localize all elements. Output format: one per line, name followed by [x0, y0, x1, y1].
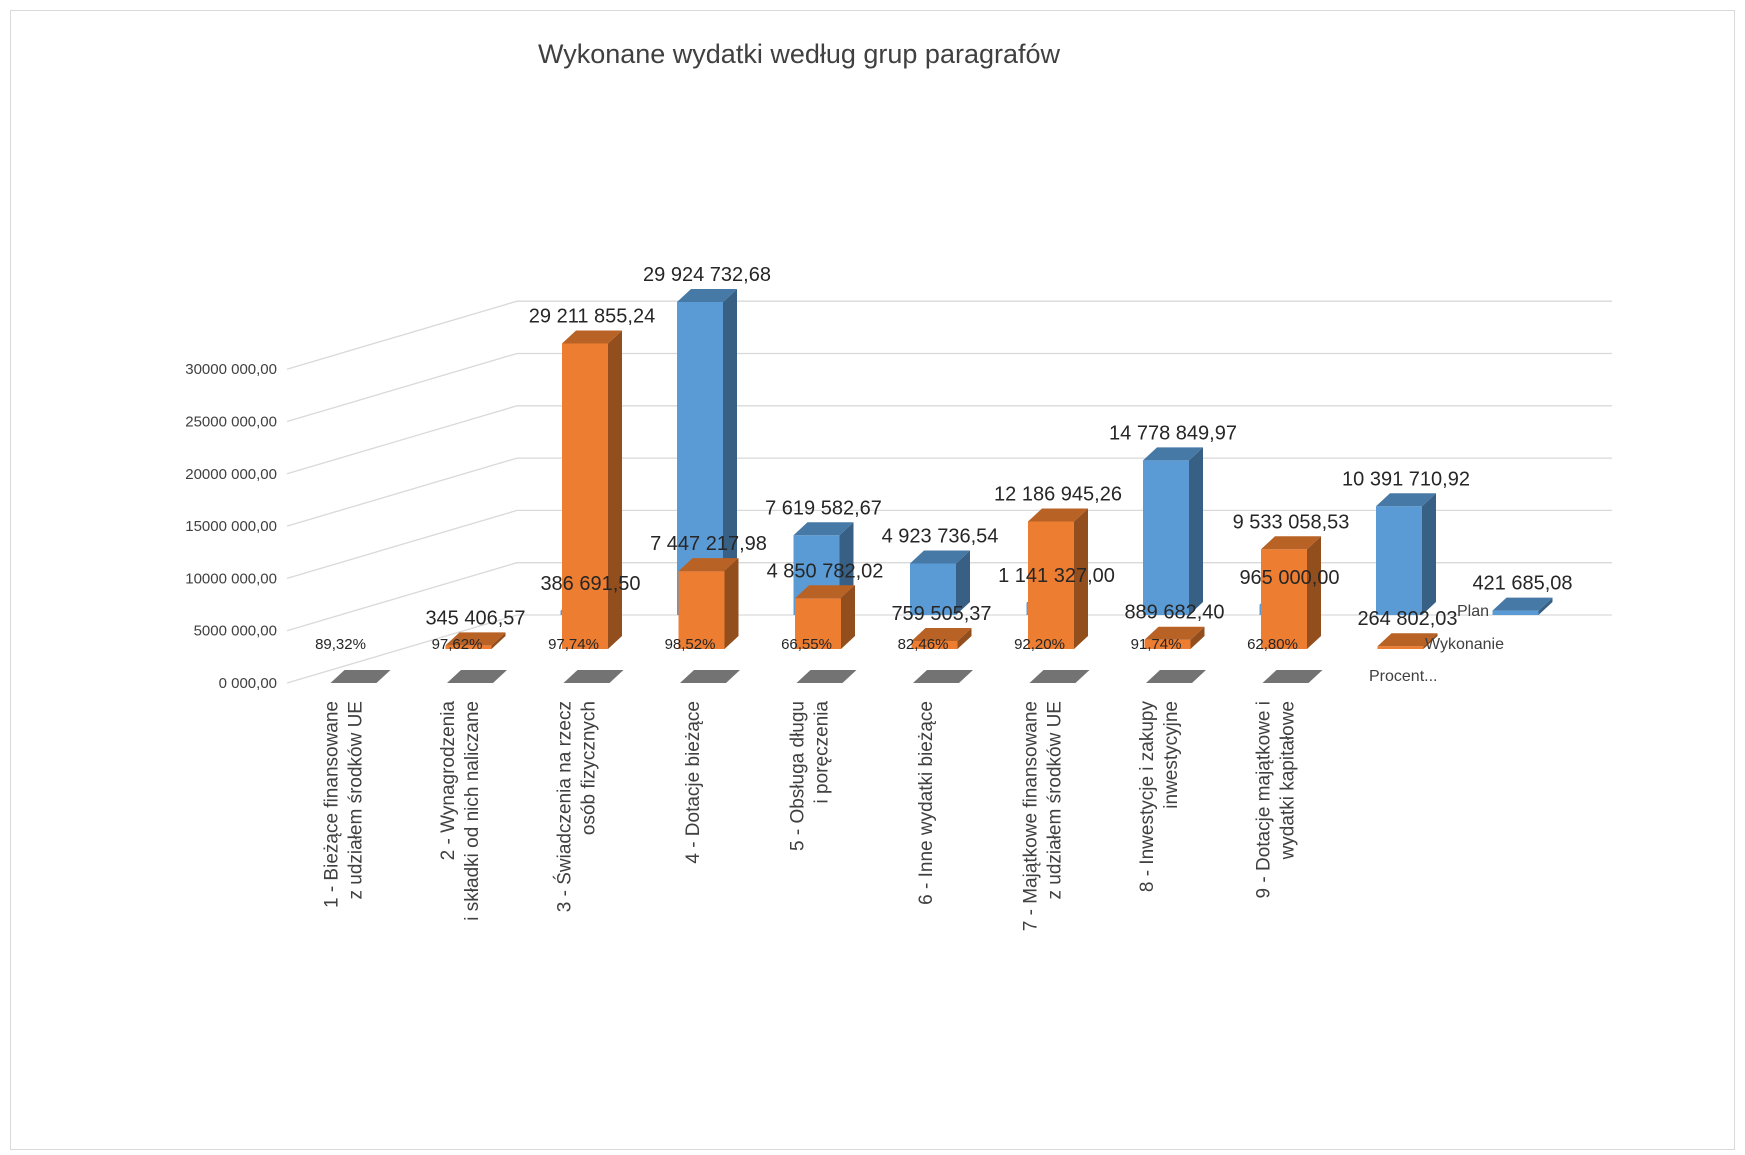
data-label: 386 691,50 [540, 573, 640, 595]
data-label: 7 447 217,98 [650, 533, 767, 555]
chart-svg: Wykonane wydatki według grup paragrafów … [185, 39, 1612, 932]
y-tick-label: 5000 000,00 [194, 623, 277, 640]
plan-bar [1376, 493, 1436, 615]
data-label: 759 505,37 [891, 603, 991, 625]
percent-data-label: 92,20% [1014, 636, 1065, 653]
category-labels: 1 - Bieżące finansowane z udziałem środkó… [322, 701, 1299, 932]
category-label: 3 - Świadczenia na rzecz [554, 701, 576, 912]
series-axis-label: Wykonanie [1425, 636, 1504, 653]
data-label: 1 141 327,00 [998, 565, 1115, 587]
gridline [286, 300, 1612, 370]
data-label: 889 682,40 [1124, 602, 1224, 624]
data-label: 264 802,03 [1357, 608, 1457, 630]
y-tick-label: 0 000,00 [219, 675, 277, 692]
category-label: i składki od nich naliczane [462, 701, 483, 921]
percent-marker [330, 670, 391, 683]
y-tick-label: 25000 000,00 [185, 414, 277, 431]
wykonanie-bar [678, 558, 739, 649]
category-label: 1 - Bieżące finansowane [322, 701, 343, 908]
category-label: z udziałem środków UE [346, 701, 367, 900]
percent-data-label: 62,80% [1247, 636, 1298, 653]
percent-marker [1029, 670, 1090, 683]
percent-data-label: 89,32% [315, 636, 366, 653]
gridlines [286, 300, 1612, 684]
wykonanie-bar [795, 585, 855, 649]
percent-data-label: 82,46% [898, 636, 949, 653]
percent-marker [680, 670, 740, 683]
gridline [286, 405, 1612, 475]
wykonanie-bar [1144, 626, 1205, 649]
percent-marker [796, 670, 857, 683]
percent-data-label: 91,74% [1131, 636, 1182, 653]
percent-data-label: 98,52% [665, 636, 716, 653]
series-axis-labels: Plan Wykonanie Procent... [1369, 603, 1504, 685]
category-label: 7 - Majątkowe finansowane [1021, 701, 1042, 931]
percent-marker [447, 670, 507, 683]
wykonanie-bar [562, 330, 622, 649]
category-label: wydatki kapitałowe [1278, 701, 1299, 860]
data-label: 4 923 736,54 [882, 525, 999, 547]
category-label: 9 - Dotacje majątkowe i [1254, 701, 1275, 898]
percent-data-label: 97,74% [548, 636, 599, 653]
gridline [286, 352, 1612, 423]
series-axis-label: Procent... [1369, 668, 1437, 685]
category-label: 8 - Inwestycje i zakupy [1137, 701, 1158, 893]
gridline [286, 457, 1612, 527]
data-labels: 386 691,50 29 924 732,68 7 619 582,674 923… [315, 264, 1572, 653]
series-axis-label: Plan [1457, 603, 1489, 620]
data-label: 965 000,00 [1239, 567, 1339, 589]
y-axis-ticks: 0 000,00 5000 000,00 10000 000,00 15000 000… [185, 361, 277, 692]
data-label: 10 391 710,92 [1342, 468, 1470, 490]
bars [330, 288, 1553, 683]
plan-bar [910, 550, 970, 615]
wykonanie-bar [1028, 508, 1088, 649]
data-label: 29 924 732,68 [643, 264, 771, 286]
data-label: 12 186 945,26 [994, 484, 1122, 506]
wykonanie-bar [911, 628, 972, 649]
y-tick-label: 30000 000,00 [185, 361, 277, 378]
gridline [286, 614, 1612, 684]
data-label: 7 619 582,67 [765, 497, 882, 519]
wykonanie-bar [1377, 633, 1438, 649]
percent-data-label: 66,55% [781, 636, 832, 653]
plan-bar [677, 288, 737, 615]
data-label: 29 211 855,24 [529, 305, 655, 327]
data-label: 4 850 782,02 [767, 560, 884, 582]
percent-marker [1262, 670, 1323, 683]
gridline [286, 562, 1612, 632]
category-label: inwestycyjne [1161, 701, 1182, 809]
plan-bar [1492, 597, 1553, 615]
wykonanie-bar [445, 632, 506, 649]
percent-data-label: 97,62% [432, 636, 483, 653]
percent-marker [1146, 670, 1206, 683]
data-label: 14 778 849,97 [1109, 422, 1237, 444]
percent-marker [563, 670, 624, 683]
chart-area: Wykonane wydatki według grup paragrafów … [10, 10, 1735, 1150]
category-label: osób fizycznych [579, 701, 600, 835]
y-tick-label: 15000 000,00 [185, 518, 277, 535]
wykonanie-bar [1261, 536, 1321, 649]
category-label: z udziałem środków UE [1045, 701, 1066, 900]
category-label: 5 - Obsługa długu [788, 701, 809, 851]
data-label: 421 685,08 [1472, 573, 1572, 595]
plan-bar [1143, 447, 1203, 615]
y-tick-label: 10000 000,00 [185, 570, 277, 587]
category-label: 2 - Wynagrodzenia [438, 701, 459, 861]
category-label: 4 - Dotacje bieżące [683, 701, 704, 864]
category-label: i poręczenia [812, 701, 833, 804]
percent-marker [913, 670, 973, 683]
gridline [286, 509, 1612, 580]
data-label: 345 406,57 [425, 607, 525, 629]
data-label: 9 533 058,53 [1233, 511, 1350, 533]
y-tick-label: 20000 000,00 [185, 466, 277, 483]
chart-title: Wykonane wydatki według grup paragrafów [538, 39, 1061, 69]
category-label: 6 - Inne wydatki bieżące [916, 701, 937, 905]
